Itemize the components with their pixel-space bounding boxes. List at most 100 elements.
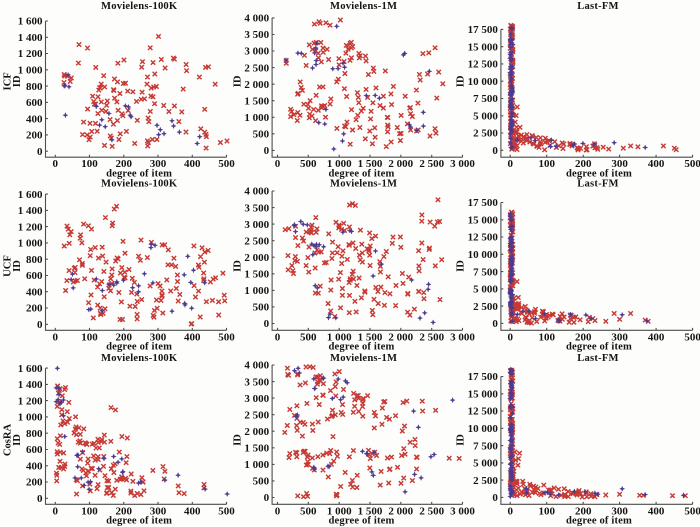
svg-text:degree of item: degree of item <box>106 341 172 352</box>
svg-text:100: 100 <box>81 505 98 517</box>
svg-text:10 000: 10 000 <box>468 249 499 261</box>
svg-text:5 000: 5 000 <box>473 458 498 470</box>
svg-text:1 000: 1 000 <box>327 331 352 343</box>
svg-text:3 000: 3 000 <box>244 46 269 58</box>
svg-text:400: 400 <box>26 113 43 125</box>
svg-text:500: 500 <box>218 331 235 343</box>
svg-text:Last-FM: Last-FM <box>577 1 618 12</box>
svg-text:200: 200 <box>116 158 133 170</box>
svg-text:12 500: 12 500 <box>468 232 499 244</box>
svg-text:200: 200 <box>26 303 43 315</box>
svg-text:10 000: 10 000 <box>468 423 499 435</box>
svg-text:Movielens-100K: Movielens-100K <box>101 353 178 364</box>
svg-text:2 000: 2 000 <box>388 331 413 343</box>
svg-text:1 500: 1 500 <box>244 443 269 455</box>
svg-text:100: 100 <box>538 158 555 170</box>
svg-text:2 500: 2 500 <box>419 505 444 517</box>
svg-text:ID: ID <box>233 75 244 87</box>
svg-text:degree of item: degree of item <box>106 169 172 180</box>
svg-text:1 000: 1 000 <box>244 459 269 471</box>
svg-text:7 500: 7 500 <box>473 440 498 452</box>
svg-text:1 600: 1 600 <box>18 363 43 375</box>
svg-text:5 000: 5 000 <box>473 111 498 123</box>
svg-text:ID: ID <box>12 75 23 87</box>
svg-text:degree of item: degree of item <box>566 341 632 352</box>
svg-text:0: 0 <box>53 505 59 517</box>
svg-text:4 000: 4 000 <box>244 360 269 372</box>
svg-text:600: 600 <box>26 97 43 109</box>
svg-text:500: 500 <box>218 158 235 170</box>
svg-text:12 500: 12 500 <box>468 406 499 418</box>
svg-text:0: 0 <box>507 331 513 343</box>
svg-text:17 500: 17 500 <box>468 197 499 209</box>
svg-text:400: 400 <box>26 460 43 472</box>
svg-text:3 000: 3 000 <box>244 219 269 231</box>
svg-text:200: 200 <box>26 477 43 489</box>
svg-text:2 000: 2 000 <box>388 158 413 170</box>
svg-text:500: 500 <box>253 302 270 314</box>
svg-text:17 500: 17 500 <box>468 371 499 383</box>
svg-text:4 000: 4 000 <box>244 186 269 198</box>
svg-text:7 500: 7 500 <box>473 266 498 278</box>
svg-text:1 000: 1 000 <box>18 238 43 250</box>
svg-text:0: 0 <box>53 158 59 170</box>
svg-text:7 500: 7 500 <box>473 93 498 105</box>
svg-text:3 500: 3 500 <box>244 202 269 214</box>
svg-text:0: 0 <box>264 318 270 330</box>
svg-text:ID: ID <box>12 260 23 272</box>
svg-text:3 000: 3 000 <box>244 393 269 405</box>
svg-text:ID: ID <box>233 260 244 272</box>
svg-text:100: 100 <box>81 158 98 170</box>
svg-text:ID: ID <box>456 75 467 87</box>
svg-text:800: 800 <box>26 81 43 93</box>
svg-text:2 500: 2 500 <box>473 301 498 313</box>
svg-text:1 000: 1 000 <box>327 505 352 517</box>
svg-text:0: 0 <box>492 492 498 504</box>
svg-text:400: 400 <box>26 286 43 298</box>
svg-text:0: 0 <box>507 158 513 170</box>
svg-text:1 200: 1 200 <box>18 221 43 233</box>
svg-text:ID: ID <box>233 434 244 446</box>
svg-text:500: 500 <box>300 505 317 517</box>
svg-text:300: 300 <box>611 505 628 517</box>
svg-text:400: 400 <box>648 158 665 170</box>
svg-text:600: 600 <box>26 444 43 456</box>
svg-text:2 500: 2 500 <box>473 475 498 487</box>
svg-text:2 500: 2 500 <box>419 158 444 170</box>
svg-text:2 500: 2 500 <box>473 128 498 140</box>
svg-text:1 500: 1 500 <box>244 269 269 281</box>
svg-text:200: 200 <box>116 505 133 517</box>
svg-text:15 000: 15 000 <box>468 215 499 227</box>
svg-text:ID: ID <box>456 434 467 446</box>
svg-text:500: 500 <box>684 158 700 170</box>
svg-text:2 500: 2 500 <box>244 62 269 74</box>
svg-text:ID: ID <box>456 260 467 272</box>
svg-text:500: 500 <box>218 505 235 517</box>
svg-text:2 500: 2 500 <box>419 331 444 343</box>
svg-text:1 600: 1 600 <box>18 16 43 28</box>
svg-text:0: 0 <box>37 146 43 158</box>
svg-text:0: 0 <box>492 318 498 330</box>
svg-text:Last-FM: Last-FM <box>577 353 618 364</box>
svg-text:500: 500 <box>684 331 700 343</box>
svg-text:1 200: 1 200 <box>18 48 43 60</box>
svg-text:1 500: 1 500 <box>358 158 383 170</box>
svg-text:200: 200 <box>26 130 43 142</box>
svg-text:0: 0 <box>37 493 43 505</box>
svg-text:0: 0 <box>275 505 281 517</box>
svg-text:0: 0 <box>492 145 498 157</box>
svg-text:2 500: 2 500 <box>244 235 269 247</box>
svg-text:Movielens-100K: Movielens-100K <box>101 178 178 189</box>
svg-text:300: 300 <box>150 331 167 343</box>
svg-text:degree of item: degree of item <box>566 516 632 527</box>
svg-text:500: 500 <box>253 129 270 141</box>
svg-text:degree of item: degree of item <box>566 169 632 180</box>
svg-text:300: 300 <box>611 158 628 170</box>
svg-text:1 500: 1 500 <box>358 331 383 343</box>
svg-text:0: 0 <box>264 145 270 157</box>
svg-text:1 400: 1 400 <box>18 379 43 391</box>
svg-text:3 000: 3 000 <box>450 505 475 517</box>
svg-text:CosRA: CosRA <box>2 423 13 456</box>
svg-text:Movielens-1M: Movielens-1M <box>330 178 397 189</box>
svg-text:100: 100 <box>538 331 555 343</box>
